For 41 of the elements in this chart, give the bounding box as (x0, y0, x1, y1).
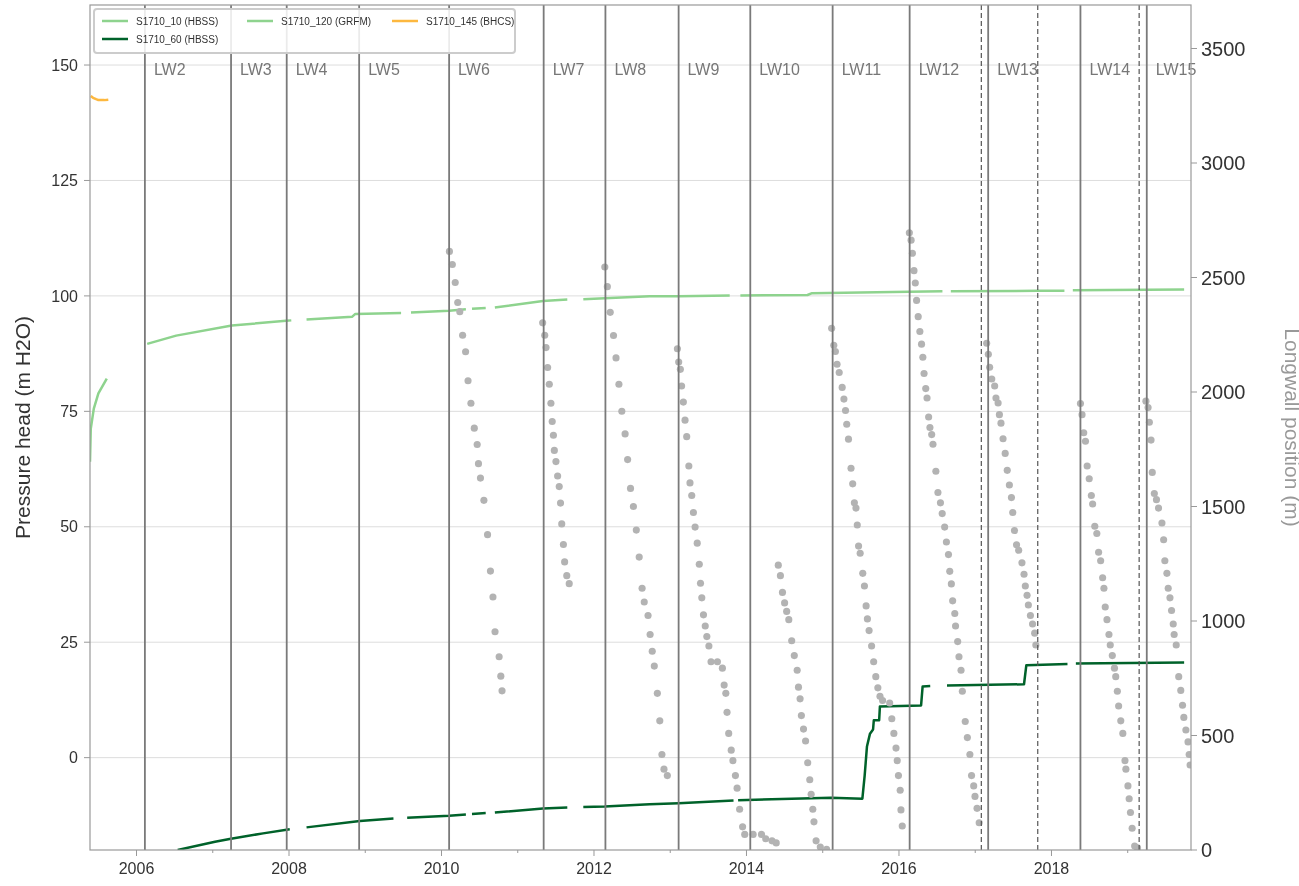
ref-line-label: LW6 (458, 61, 490, 78)
legend-label: S1710_120 (GRFM) (281, 15, 372, 27)
y-tick-label: 125 (51, 172, 79, 190)
ref-line-label: LW13 (997, 61, 1038, 78)
y2-tick-label: 2500 (1201, 266, 1246, 289)
y-tick-label: 0 (69, 749, 79, 767)
y2-tick-label: 2000 (1201, 381, 1246, 404)
y-tick-label: 100 (51, 287, 79, 305)
ref-line-label: LW10 (759, 61, 801, 78)
ref-line-label: LW3 (240, 61, 272, 78)
y2-tick-label: 500 (1201, 724, 1235, 747)
ref-line-label: LW7 (552, 61, 585, 78)
x-tick-label: 2006 (118, 860, 155, 877)
x-tick-label: 2016 (881, 860, 917, 877)
ref-line-label: LW15 (1155, 61, 1197, 78)
ref-line-label: LW9 (687, 61, 720, 78)
x-tick-label: 2014 (728, 860, 765, 877)
ref-line-label: LW5 (368, 61, 400, 78)
x-tick-label: 2018 (1033, 860, 1070, 877)
x-tick-label: 2010 (423, 860, 460, 877)
y-tick-label: 25 (60, 633, 79, 651)
ref-line-label: LW14 (1089, 61, 1131, 78)
y2-tick-label: 0 (1201, 839, 1213, 861)
legend-label: S1710_60 (HBSS) (136, 33, 219, 45)
legend-label: S1710_145 (BHCS) (426, 15, 515, 27)
y2-tick-label: 3500 (1201, 37, 1246, 60)
x-tick-label: 2012 (576, 860, 612, 877)
ref-line-label: LW8 (614, 61, 647, 78)
ref-line-label: LW2 (153, 61, 186, 78)
y2-tick-label: 1500 (1201, 495, 1246, 518)
ref-line-label: LW12 (918, 61, 960, 78)
y-tick-label: 75 (60, 402, 79, 420)
ref-line-label: LW11 (841, 61, 882, 78)
ref-line-label: LW4 (295, 61, 328, 78)
y-axis-title: Pressure head (m H2O) (11, 316, 34, 539)
legend-label: S1710_10 (HBSS) (136, 15, 219, 27)
x-tick-label: 2008 (271, 860, 307, 877)
y-tick-label: 50 (60, 518, 79, 536)
y-tick-label: 150 (51, 56, 79, 74)
y2-tick-label: 1000 (1201, 610, 1246, 632)
y2-tick-label: 3000 (1201, 152, 1246, 175)
